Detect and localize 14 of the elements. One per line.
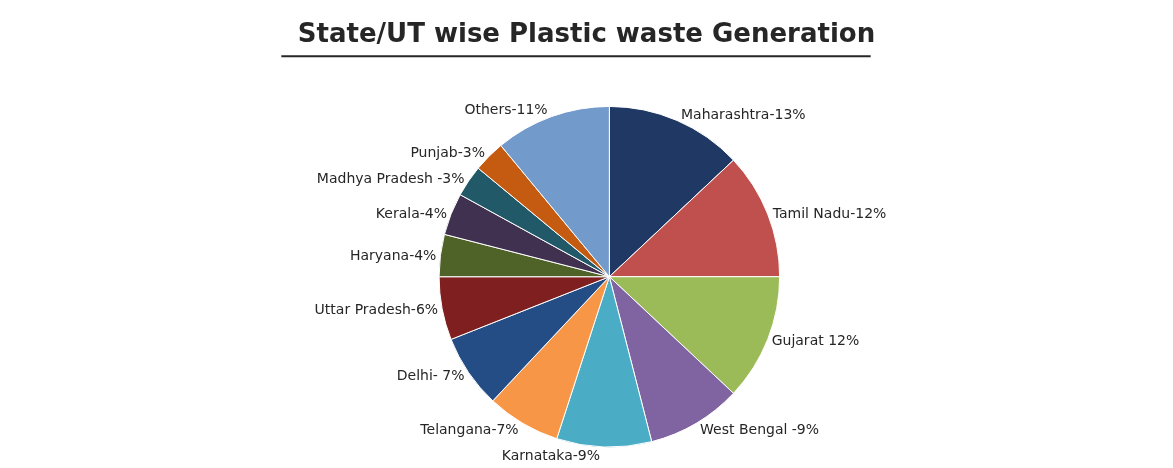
slice-label: Delhi- 7% [396,366,465,383]
slice-label: Maharashtra-13% [680,105,806,122]
slice-label: Gujarat 12% [771,332,860,349]
slice-label: Telangana-7% [419,421,519,438]
slice-label: Others-11% [464,101,548,118]
slice-label: Tamil Nadu-12% [771,204,887,221]
chart-title: State/UT wise Plastic waste Generation [297,17,876,48]
slice-label: Uttar Pradesh-6% [314,300,439,317]
slice-label: Madhya Pradesh -3% [316,170,465,187]
slice-label: Haryana-4% [349,247,437,264]
slice-label: West Bengal -9% [700,421,820,438]
slice-label: Kerala-4% [375,204,448,221]
slice-label: Karnataka-9% [501,446,601,463]
slice-label: Punjab-3% [410,144,485,161]
